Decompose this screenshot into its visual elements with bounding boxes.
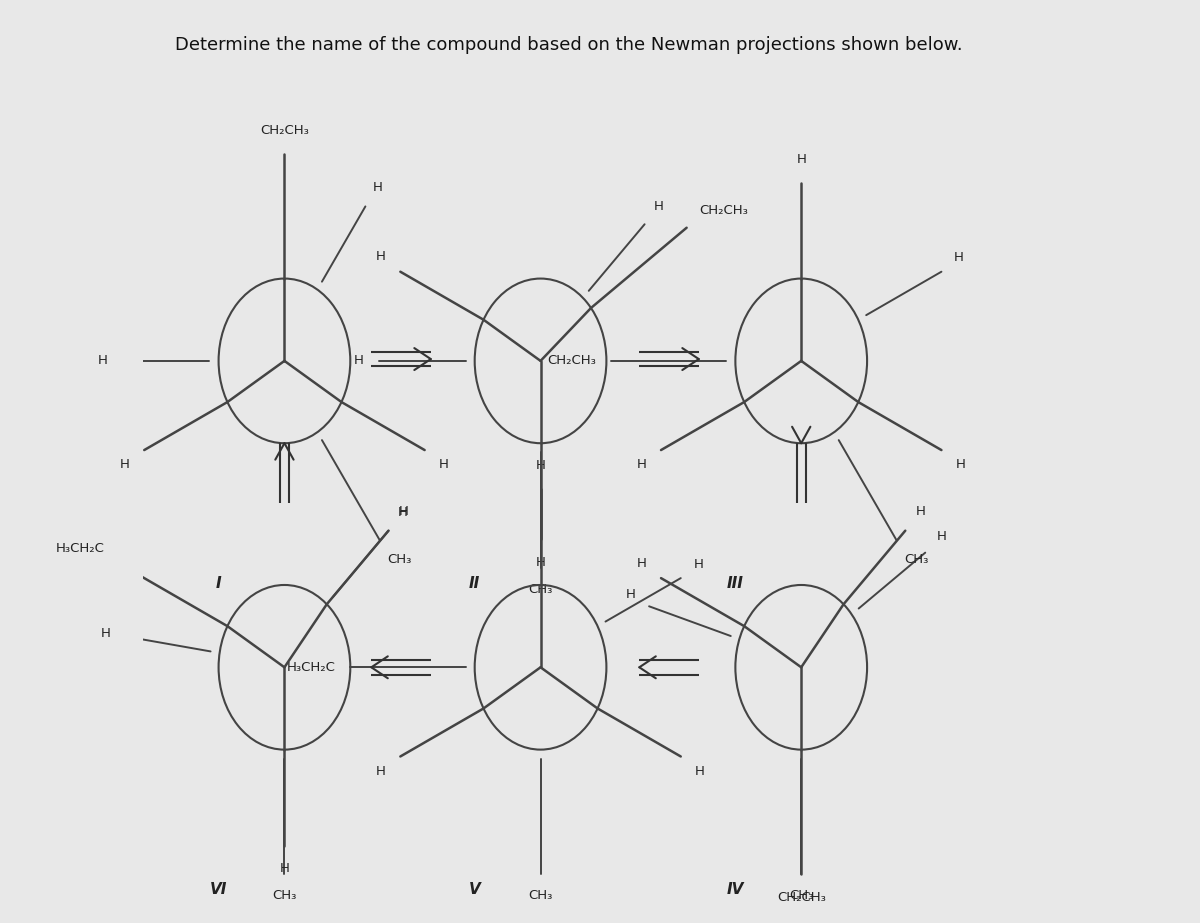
Text: H: H [625, 588, 635, 601]
Text: CH₃: CH₃ [904, 553, 929, 566]
Text: H₃CH₂C: H₃CH₂C [56, 543, 106, 556]
Text: H: H [535, 556, 546, 569]
Text: CH₂CH₃: CH₂CH₃ [776, 891, 826, 904]
Text: CH₃: CH₃ [528, 889, 553, 902]
Text: CH₂CH₃: CH₂CH₃ [547, 354, 596, 367]
Text: V: V [469, 882, 480, 897]
Text: VI: VI [210, 882, 227, 897]
Text: H: H [400, 505, 409, 518]
Text: H: H [280, 862, 289, 875]
Text: H: H [695, 765, 704, 778]
Text: H: H [694, 557, 703, 570]
Text: H: H [954, 251, 964, 264]
Text: CH₃: CH₃ [388, 553, 412, 566]
Text: CH₃: CH₃ [528, 582, 553, 595]
Text: CH₂CH₃: CH₂CH₃ [700, 204, 748, 217]
Text: H: H [354, 354, 364, 367]
Text: H: H [377, 765, 386, 778]
Text: H: H [101, 628, 110, 641]
Text: II: II [469, 576, 480, 591]
Text: H: H [535, 460, 546, 473]
Text: H: H [398, 507, 408, 520]
Text: H: H [955, 459, 966, 472]
Text: H: H [98, 354, 108, 367]
Text: CH₃: CH₃ [272, 889, 296, 902]
Text: Determine the name of the compound based on the Newman projections shown below.: Determine the name of the compound based… [175, 36, 962, 54]
Text: H: H [654, 200, 664, 213]
Text: H: H [936, 530, 947, 544]
Text: H: H [120, 459, 130, 472]
Text: H: H [916, 505, 925, 518]
Text: III: III [727, 576, 744, 591]
Text: I: I [216, 576, 221, 591]
Text: H: H [797, 153, 806, 166]
Text: CH₃: CH₃ [790, 889, 814, 902]
Text: H: H [637, 459, 647, 472]
Text: H: H [439, 459, 449, 472]
Text: H: H [373, 181, 383, 194]
Text: IV: IV [727, 882, 744, 897]
Text: CH₂CH₃: CH₂CH₃ [260, 125, 308, 138]
Text: H₃CH₂C: H₃CH₂C [287, 661, 335, 674]
Text: H: H [377, 250, 386, 263]
Text: H: H [637, 557, 647, 569]
